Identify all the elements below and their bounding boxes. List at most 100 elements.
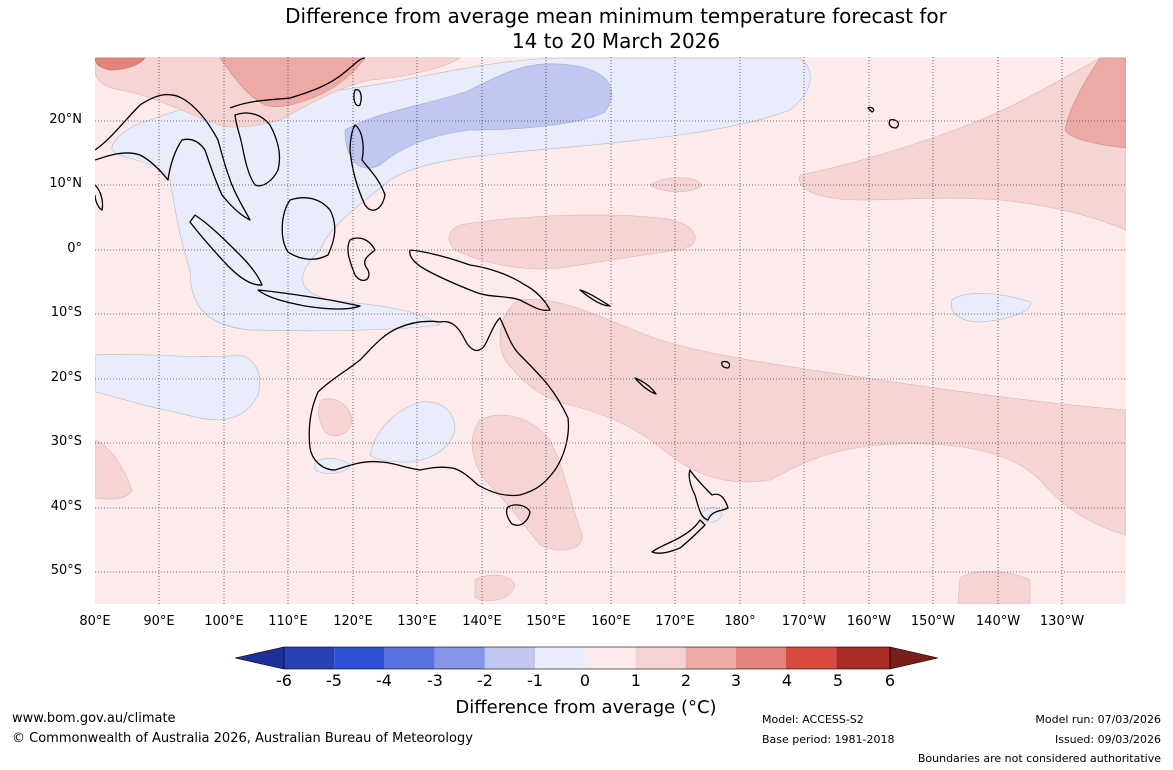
- lon-label-110e: 110°E: [268, 614, 308, 629]
- lon-label-170e: 170°E: [655, 614, 695, 629]
- anomaly-warm-region-east-australia: [471, 414, 583, 551]
- coast-china-south: [229, 57, 366, 109]
- coast-sumatra: [189, 214, 263, 286]
- lat-label-30s: 30°S: [50, 434, 82, 449]
- coast-new-guinea: [409, 249, 551, 311]
- lat-label-50s: 50°S: [50, 563, 82, 578]
- colorbar-tick: -1: [527, 671, 543, 690]
- coast-hawaii: [867, 106, 900, 129]
- coast-north-island-nz: [688, 469, 729, 521]
- colorbar-tick: 2: [680, 671, 692, 690]
- colorbar-segment: [735, 647, 786, 669]
- colorbar-tick: -3: [427, 671, 443, 690]
- graticule: [95, 57, 1126, 604]
- colorbar-tick: -6: [276, 671, 292, 690]
- colorbar-segment: [836, 647, 890, 669]
- title-line-1: Difference from average mean minimum tem…: [285, 4, 947, 28]
- colorbar-arrow-high: [889, 646, 939, 670]
- colorbar: [234, 646, 939, 670]
- footer-website: www.bom.gov.au/climate: [12, 711, 176, 726]
- colorbar-segment: [284, 647, 335, 669]
- colorbar-tick: 5: [832, 671, 844, 690]
- colorbar-tick: -2: [477, 671, 493, 690]
- anomaly-warm-region-south: [474, 574, 516, 601]
- coast-fiji: [721, 360, 731, 369]
- colorbar-segment: [384, 647, 435, 669]
- map-title: Difference from average mean minimum tem…: [0, 4, 1173, 54]
- coast-australia: [308, 317, 570, 497]
- coast-south-island-nz: [651, 519, 706, 554]
- colorbar-segment: [434, 647, 485, 669]
- coast-philippines: [349, 124, 386, 211]
- footer-copyright: © Commonwealth of Australia 2026, Austra…: [12, 731, 473, 746]
- colorbar-title: Difference from average (°C): [455, 697, 717, 718]
- lat-label-20n: 20°N: [49, 112, 82, 127]
- colorbar-segment: [334, 647, 385, 669]
- lon-label-150e: 150°E: [526, 614, 566, 629]
- lon-label-120e: 120°E: [333, 614, 373, 629]
- lon-label-150w: 150°W: [910, 614, 956, 629]
- colorbar-segment: [484, 647, 535, 669]
- colorbar-outline: [283, 646, 891, 670]
- colorbar-tick: 4: [781, 671, 793, 690]
- coast-indochina: [234, 112, 281, 187]
- colorbar-segment: [786, 647, 837, 669]
- lat-label-10n: 10°N: [49, 176, 82, 191]
- lon-label-140e: 140°E: [462, 614, 502, 629]
- lon-label-140w: 140°W: [975, 614, 1021, 629]
- anomaly-warm-region-australia: [318, 398, 353, 436]
- title-line-2: 14 to 20 March 2026: [511, 29, 721, 53]
- coast-sri-lanka: [95, 184, 104, 211]
- lat-label-0: 0°: [67, 241, 82, 256]
- anomaly-warm-core-east-pacific: [1064, 57, 1126, 149]
- lon-label-90e: 90°E: [143, 614, 175, 629]
- anomaly-cool-region-australia: [369, 401, 456, 463]
- coast-java: [257, 289, 361, 310]
- anomaly-warm-region-south-pacific-band: [499, 299, 1126, 536]
- anomaly-cool-region-central-pacific: [950, 293, 1031, 323]
- colorbar-tick: -5: [326, 671, 342, 690]
- anomaly-cool-core-north-pacific: [344, 63, 612, 169]
- colorbar-tick: 6: [884, 671, 896, 690]
- coast-tasmania: [505, 504, 531, 526]
- colorbar-segment: [635, 647, 686, 669]
- lon-label-180: 180°: [724, 614, 756, 629]
- coast-sulawesi: [347, 237, 376, 282]
- anomaly-cool-region-north-pacific: [111, 57, 811, 332]
- coast-borneo: [281, 197, 336, 260]
- footer-base-period: Base period: 1981-2018: [762, 733, 895, 746]
- coastlines: [95, 57, 900, 554]
- footer-issued: Issued: 09/03/2026: [1054, 733, 1161, 746]
- lon-label-130w: 130°W: [1039, 614, 1085, 629]
- lon-label-130e: 130°E: [397, 614, 437, 629]
- anomaly-warm-region-southeast: [957, 571, 1031, 604]
- anomaly-hot-core-northwest: [95, 57, 146, 71]
- lon-label-160e: 160°E: [591, 614, 631, 629]
- coast-solomons: [579, 289, 611, 307]
- anomaly-cool-region-small: [314, 458, 351, 474]
- colorbar-segment: [535, 647, 586, 669]
- footer-disclaimer: Boundaries are not considered authoritat…: [917, 752, 1161, 765]
- anomaly-warm-region-south-indian: [95, 439, 133, 500]
- coast-southeast-asia: [95, 93, 251, 221]
- lat-label-20s: 20°S: [50, 370, 82, 385]
- footer-model-run: Model run: 07/03/2026: [1035, 713, 1161, 726]
- lon-label-170w: 170°W: [781, 614, 827, 629]
- colorbar-tick: 1: [630, 671, 642, 690]
- colorbar-arrow-low: [234, 646, 285, 670]
- colorbar-tick: 3: [730, 671, 742, 690]
- anomaly-warm-region-east-pacific: [799, 57, 1126, 231]
- colorbar-tick: -4: [376, 671, 392, 690]
- anomaly-warm-core-north-asia: [219, 57, 366, 107]
- colorbar-segment: [685, 647, 736, 669]
- lat-label-40s: 40°S: [50, 499, 82, 514]
- colorbar-segment: [585, 647, 636, 669]
- footer-model: Model: ACCESS-S2: [762, 713, 864, 726]
- lat-label-10s: 10°S: [50, 305, 82, 320]
- lon-label-80e: 80°E: [79, 614, 111, 629]
- anomaly-cool-region-south-indian: [95, 354, 260, 421]
- colorbar-tick: 0: [579, 671, 591, 690]
- lon-label-160w: 160°W: [846, 614, 892, 629]
- coast-new-caledonia: [634, 377, 657, 395]
